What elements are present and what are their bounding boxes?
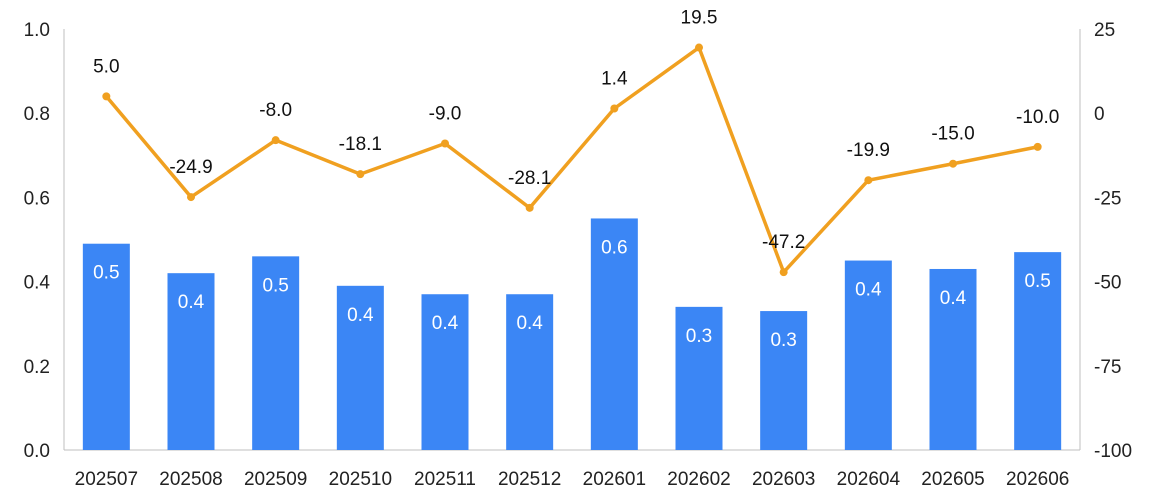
bar-value-label: 0.5 — [262, 275, 288, 296]
bar — [82, 243, 130, 450]
line-point — [1033, 142, 1042, 151]
left-tick-label: 1.0 — [24, 20, 50, 41]
line-point — [356, 170, 365, 179]
x-tick-label: 202509 — [244, 469, 307, 490]
x-tick-label: 202606 — [1006, 469, 1069, 490]
right-axis-ticks: -100 -75 -50 -25 0 25 — [1094, 20, 1132, 462]
bar-value-label: 0.4 — [855, 280, 882, 301]
line-value-label: 19.5 — [681, 8, 718, 29]
line-value-label: 5.0 — [93, 56, 119, 77]
bar — [844, 260, 892, 450]
x-tick-label: 202507 — [75, 469, 138, 490]
bar-series — [82, 218, 1062, 450]
right-tick-label: -25 — [1094, 188, 1121, 209]
x-axis-ticks: 202507 202508 202509 202510 202511 202512 2026… — [75, 469, 1070, 490]
left-tick-label: 0.0 — [24, 441, 50, 462]
x-tick-label: 202605 — [921, 469, 984, 490]
bar — [760, 311, 808, 450]
x-tick-label: 202602 — [667, 469, 730, 490]
line-point — [695, 43, 703, 52]
bar-value-label: 0.6 — [601, 237, 627, 258]
x-tick-label: 202510 — [329, 469, 392, 490]
x-tick-label: 202604 — [837, 469, 901, 490]
line-value-label: -19.9 — [847, 140, 890, 161]
line-value-label: 1.4 — [601, 68, 628, 89]
line-value-label: -10.0 — [1016, 107, 1059, 128]
x-tick-label: 202601 — [583, 469, 646, 490]
right-tick-label: -100 — [1094, 441, 1132, 462]
line-point — [779, 268, 788, 277]
line-point — [187, 193, 195, 202]
line-point — [949, 159, 957, 168]
line-value-label: -15.0 — [931, 124, 974, 145]
x-tick-label: 202508 — [159, 469, 222, 490]
x-tick-label: 202603 — [752, 469, 815, 490]
line-data-labels: 5.0 -24.9 -8.0 -18.1 -9.0 -28.1 1.4 19.5 -47.2 -1… — [93, 8, 1059, 254]
line-point — [441, 139, 449, 148]
line-point — [864, 176, 873, 185]
line-point — [525, 203, 534, 212]
line-series — [102, 43, 1042, 277]
line-value-label: -47.2 — [762, 232, 805, 253]
bar-value-label: 0.4 — [516, 313, 543, 334]
left-axis-ticks: 0.0 0.2 0.4 0.6 0.8 1.0 — [24, 20, 51, 462]
right-tick-label: -75 — [1094, 357, 1121, 378]
bar-value-label: 0.4 — [178, 292, 205, 313]
bar — [167, 273, 215, 450]
right-tick-label: -50 — [1094, 273, 1121, 294]
bar-value-label: 0.3 — [770, 330, 796, 351]
bar-value-label: 0.3 — [686, 326, 712, 347]
line-value-label: -24.9 — [169, 157, 212, 178]
left-tick-label: 0.2 — [24, 357, 50, 378]
right-tick-label: 0 — [1094, 104, 1105, 125]
line-value-label: -9.0 — [429, 104, 462, 125]
bar — [506, 294, 554, 450]
bar — [675, 306, 723, 450]
bar-value-label: 0.5 — [1024, 271, 1050, 292]
bar — [929, 268, 977, 450]
left-tick-label: 0.4 — [24, 273, 51, 294]
bar — [421, 294, 469, 450]
line-path — [104, 45, 1039, 274]
line-point — [271, 136, 280, 145]
line-value-label: -28.1 — [508, 168, 551, 189]
bar-value-label: 0.4 — [940, 288, 967, 309]
x-tick-label: 202512 — [498, 469, 561, 490]
line-value-label: -8.0 — [259, 100, 292, 121]
x-tick-label: 202511 — [414, 469, 476, 490]
line-value-label: -18.1 — [339, 134, 382, 155]
bar — [252, 256, 300, 450]
bar-value-label: 0.4 — [432, 313, 459, 334]
bar — [590, 218, 638, 450]
bar-value-label: 0.5 — [93, 263, 119, 284]
right-tick-label: 25 — [1094, 20, 1115, 41]
line-point — [610, 104, 619, 113]
bar — [336, 285, 384, 450]
bar-data-labels: 0.5 0.4 0.5 0.4 0.4 0.4 0.6 0.3 0.3 0.4 0.4 0.5 — [93, 237, 1051, 351]
line-point — [102, 92, 111, 101]
left-tick-label: 0.8 — [24, 104, 50, 125]
bar — [1014, 252, 1062, 450]
left-tick-label: 0.6 — [24, 188, 50, 209]
bar-value-label: 0.4 — [347, 305, 374, 326]
